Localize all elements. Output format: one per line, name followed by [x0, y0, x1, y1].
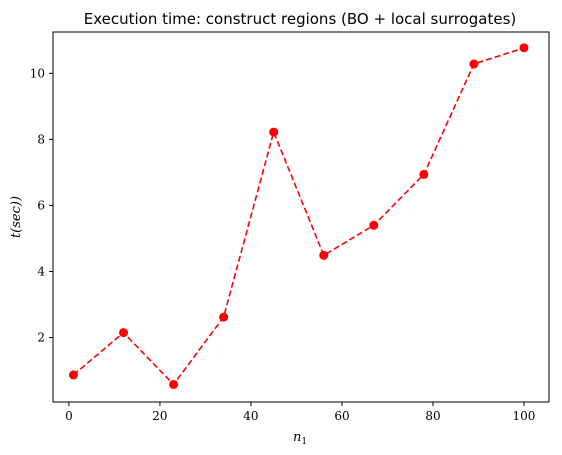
y-tick-label: 8: [37, 132, 45, 146]
x-tick-label: 60: [334, 409, 349, 423]
data-point: [519, 43, 529, 53]
data-point: [219, 312, 229, 322]
data-point: [369, 220, 379, 230]
data-point: [319, 250, 329, 260]
series-line: [72, 47, 525, 386]
data-point: [68, 370, 78, 380]
x-tick-label: 0: [65, 409, 73, 423]
chart-title: Execution time: construct regions (BO + …: [84, 10, 517, 28]
data-point: [469, 59, 479, 69]
axes-frame: [52, 31, 550, 403]
y-tick-label: 2: [37, 331, 45, 345]
y-axis-label: t(sec)): [9, 196, 24, 238]
x-tick-label: 80: [425, 409, 440, 423]
plot-area: 0 20 40 60 80 100 2 4 6 8 10: [30, 31, 550, 423]
x-tick-label: 20: [152, 409, 167, 423]
x-tick-label: 100: [513, 409, 536, 423]
y-tick-label: 4: [37, 265, 45, 279]
data-point: [419, 169, 429, 179]
x-axis-ticks: 0 20 40 60 80 100: [65, 402, 535, 423]
y-tick-label: 10: [30, 66, 45, 80]
data-point: [269, 127, 279, 137]
data-point: [169, 379, 179, 389]
data-series: [68, 43, 529, 389]
y-tick-label: 6: [37, 198, 45, 212]
y-axis-ticks: 2 4 6 8 10: [30, 66, 53, 345]
data-point: [119, 328, 129, 338]
x-axis-label: n1: [293, 430, 307, 447]
x-tick-label: 40: [243, 409, 258, 423]
